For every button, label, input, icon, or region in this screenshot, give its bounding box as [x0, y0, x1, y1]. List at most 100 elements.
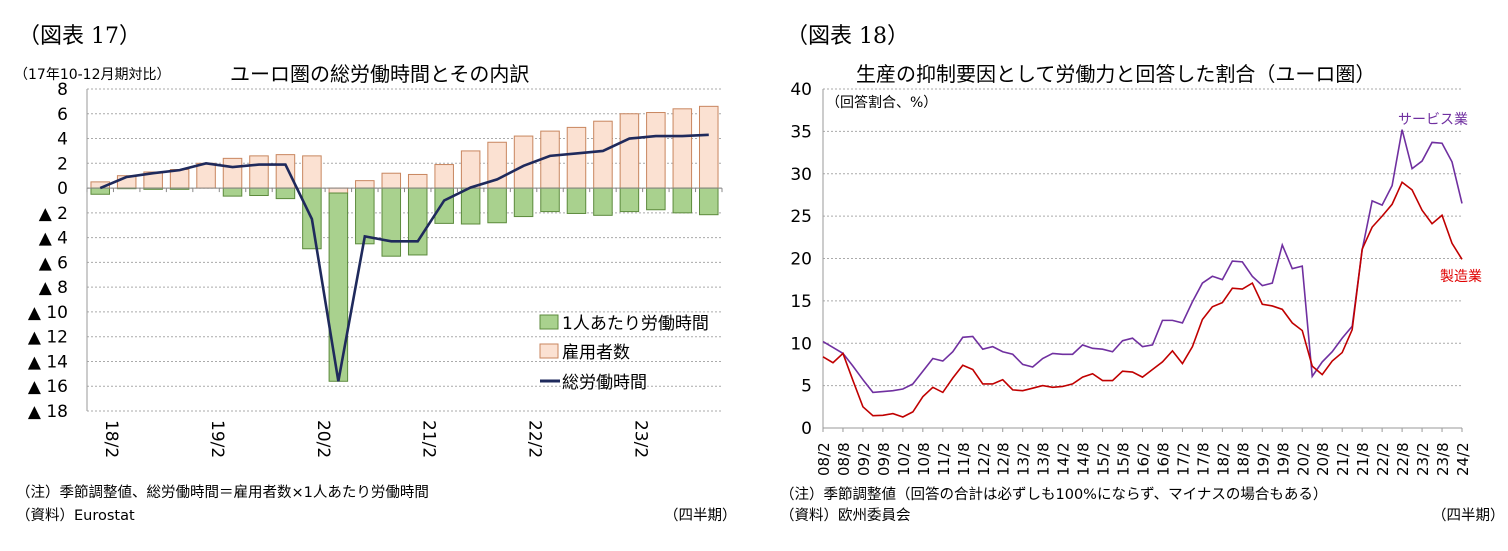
- bar-hours-per-person: [434, 187, 454, 224]
- x-tick-label: 16/2: [1135, 442, 1153, 476]
- bar-employees: [646, 112, 666, 189]
- bar-employees: [355, 180, 375, 189]
- right-source: （資料）欧州委員会: [780, 508, 911, 524]
- x-tick-label: 14/8: [1075, 442, 1093, 476]
- x-tick-label: 21/2: [419, 420, 439, 458]
- x-tick-label: 19/2: [1254, 442, 1272, 476]
- bar-hours-per-person: [699, 187, 719, 216]
- line-manufacturing: [822, 180, 1463, 418]
- x-tick-label: 21/2: [1334, 442, 1352, 476]
- left-note: （注）季節調整値、総労働時間＝雇用者数×1人あたり労働時間: [16, 485, 429, 501]
- y-tick-label: 15: [790, 292, 812, 312]
- bar-hours-per-person: [646, 187, 666, 211]
- x-tick-label: 22/8: [1394, 442, 1412, 476]
- bar-hours-per-person: [275, 187, 296, 200]
- x-tick-label: 08/2: [815, 442, 833, 476]
- right-chart-title: 生産の抑制要因として労働力と回答した割合（ユーロ圏）: [856, 62, 1376, 86]
- x-tick-label: 17/2: [1174, 442, 1192, 476]
- right-note: （注）季節調整値（回答の合計は必ずしも100%にならず、マイナスの場合もある）: [780, 487, 1328, 503]
- bar-employees: [381, 172, 402, 189]
- bar-employees: [222, 157, 243, 189]
- x-tick-label: 17/8: [1194, 442, 1212, 476]
- bar-employees: [196, 162, 216, 189]
- bar-employees: [566, 126, 587, 189]
- bar-hours-per-person: [460, 187, 481, 225]
- x-tick-label: 10/8: [915, 442, 933, 476]
- y-tick-label: 2: [57, 154, 68, 174]
- x-tick-label: 23/2: [630, 420, 650, 458]
- x-tick-label: 18/8: [1234, 442, 1252, 476]
- bar-hours-per-person: [407, 187, 428, 256]
- left-period-label: （四半期）: [664, 508, 737, 524]
- bar-employees: [699, 105, 719, 189]
- line-total-hours: [99, 133, 709, 382]
- bar-employees: [593, 120, 613, 189]
- bar-employees: [672, 108, 693, 189]
- bar-hours-per-person: [513, 187, 534, 218]
- bar-hours-per-person: [249, 187, 269, 197]
- right-period-label: （四半期）: [1432, 508, 1505, 524]
- bar-employees: [434, 164, 454, 189]
- bar-employees: [328, 187, 349, 194]
- x-tick-label: 18/2: [101, 420, 121, 458]
- x-tick-label: 10/2: [895, 442, 913, 476]
- y-tick-label: ▲ 18: [28, 402, 68, 422]
- right-figure-label: （図表 18）: [786, 24, 909, 49]
- legend-label: 総労働時間: [562, 373, 647, 393]
- y-tick-label: 30: [790, 165, 812, 185]
- x-tick-label: 19/8: [1274, 442, 1292, 476]
- legend-label: 雇用者数: [562, 343, 630, 363]
- bar-hours-per-person: [381, 187, 402, 257]
- x-tick-label: 22/2: [1374, 442, 1392, 476]
- x-tick-label: 11/2: [935, 442, 953, 476]
- x-tick-label: 08/8: [835, 442, 853, 476]
- y-tick-label: 35: [790, 122, 812, 142]
- y-tick-label: 20: [790, 250, 812, 270]
- y-tick-label: ▲ 14: [28, 352, 68, 372]
- x-tick-label: 11/8: [955, 442, 973, 476]
- x-tick-label: 20/2: [313, 420, 333, 458]
- x-tick-label: 09/8: [875, 442, 893, 476]
- bar-hours-per-person: [328, 192, 349, 382]
- y-tick-label: ▲ 8: [39, 278, 68, 298]
- x-tick-label: 23/2: [1414, 442, 1432, 476]
- bar-hours-per-person: [90, 187, 110, 195]
- legend-manufacturing: 製造業: [1440, 269, 1482, 285]
- x-tick-label: 21/8: [1354, 442, 1372, 476]
- bar-hours-per-person: [672, 187, 693, 214]
- legend-label: 1人あたり労働時間: [562, 314, 709, 334]
- x-tick-label: 15/8: [1115, 442, 1133, 476]
- x-tick-label: 13/8: [1035, 442, 1053, 476]
- y-tick-label: 6: [57, 105, 68, 125]
- y-tick-label: 0: [57, 179, 68, 199]
- bar-hours-per-person: [540, 187, 560, 213]
- bar-hours-per-person: [593, 187, 613, 216]
- left-figure-label: （図表 17）: [18, 24, 141, 49]
- x-tick-label: 19/2: [207, 420, 227, 458]
- x-tick-label: 16/8: [1154, 442, 1172, 476]
- bar-hours-per-person: [566, 187, 587, 214]
- y-tick-label: ▲ 6: [39, 253, 68, 273]
- legend-swatch: [539, 343, 559, 359]
- y-tick-label: 0: [801, 419, 812, 439]
- x-tick-label: 14/2: [1055, 442, 1073, 476]
- y-tick-label: 25: [790, 207, 812, 227]
- legend-swatch: [539, 314, 559, 330]
- x-tick-label: 09/2: [855, 442, 873, 476]
- bar-employees: [249, 155, 269, 189]
- x-tick-label: 12/2: [975, 442, 993, 476]
- y-tick-label: ▲ 2: [39, 204, 68, 224]
- bar-employees: [619, 113, 640, 189]
- x-tick-label: 24/2: [1454, 442, 1472, 476]
- left-source: （資料）Eurostat: [16, 508, 135, 524]
- x-tick-label: 20/2: [1294, 442, 1312, 476]
- bar-hours-per-person: [487, 187, 507, 224]
- x-tick-label: 12/8: [995, 442, 1013, 476]
- line-services: [822, 129, 1463, 394]
- bar-hours-per-person: [619, 187, 640, 213]
- bar-hours-per-person: [222, 187, 243, 197]
- bar-employees: [407, 173, 428, 189]
- bar-employees: [169, 169, 190, 189]
- y-tick-label: 10: [790, 334, 812, 354]
